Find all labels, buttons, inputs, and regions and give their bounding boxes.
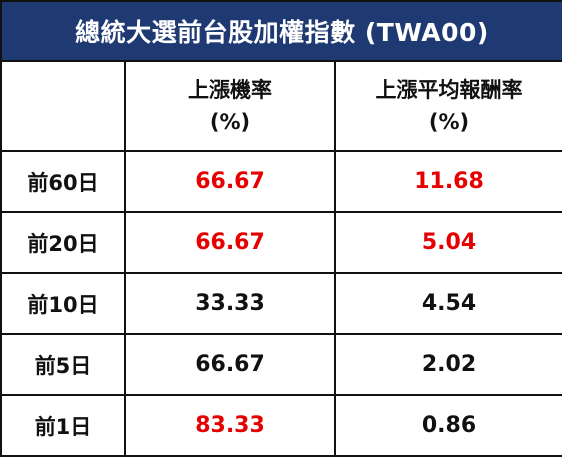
table-row: 前60日 66.67 11.68 xyxy=(0,150,562,213)
avg-return-value: 0.86 xyxy=(333,394,562,457)
up-probability-value: 83.33 xyxy=(124,394,336,457)
row-period-label: 前5日 xyxy=(0,333,126,396)
header-avg-return-unit: (%) xyxy=(428,110,470,134)
header-empty xyxy=(0,60,126,152)
up-probability-value: 66.67 xyxy=(124,333,336,396)
avg-return-value: 2.02 xyxy=(333,333,562,396)
up-probability-value: 66.67 xyxy=(124,150,336,213)
table-row: 前10日 33.33 4.54 xyxy=(0,272,562,335)
up-probability-value: 33.33 xyxy=(124,272,336,335)
header-up-probability-label: 上漲機率 xyxy=(188,78,272,102)
header-avg-return: 上漲平均報酬率 (%) xyxy=(333,60,562,152)
table-title: 總統大選前台股加權指數 (TWA00) xyxy=(0,0,562,62)
header-up-probability-unit: (%) xyxy=(209,110,251,134)
row-period-label: 前60日 xyxy=(0,150,126,213)
row-period-label: 前1日 xyxy=(0,394,126,457)
row-period-label: 前10日 xyxy=(0,272,126,335)
row-period-label: 前20日 xyxy=(0,211,126,274)
avg-return-value: 11.68 xyxy=(333,150,562,213)
header-avg-return-label: 上漲平均報酬率 xyxy=(375,78,523,102)
up-probability-value: 66.67 xyxy=(124,211,336,274)
table-row: 前1日 83.33 0.86 xyxy=(0,394,562,457)
title-row: 總統大選前台股加權指數 (TWA00) xyxy=(0,0,562,62)
avg-return-value: 4.54 xyxy=(333,272,562,335)
header-row: 上漲機率 (%) 上漲平均報酬率 (%) xyxy=(0,60,562,152)
header-up-probability: 上漲機率 (%) xyxy=(124,60,336,152)
table-row: 前20日 66.67 5.04 xyxy=(0,211,562,274)
table-row: 前5日 66.67 2.02 xyxy=(0,333,562,396)
avg-return-value: 5.04 xyxy=(333,211,562,274)
